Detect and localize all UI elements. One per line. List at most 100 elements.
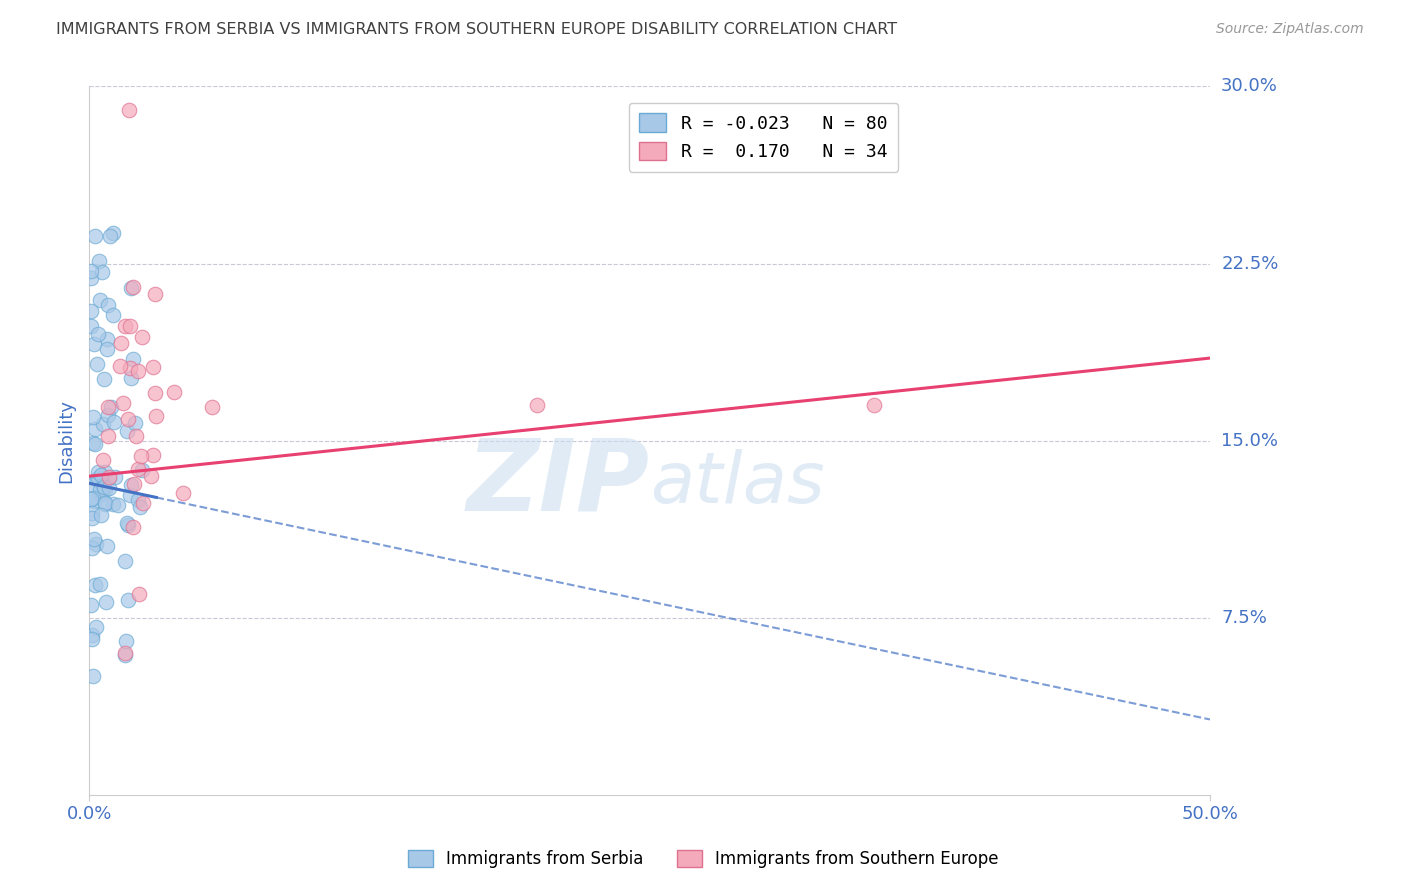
Text: 30.0%: 30.0% xyxy=(1222,78,1278,95)
Point xyxy=(127,493,149,508)
Text: 7.5%: 7.5% xyxy=(1222,609,1267,627)
Point xyxy=(89,483,111,498)
Point xyxy=(201,401,224,415)
Point xyxy=(90,467,112,482)
Point xyxy=(87,253,110,268)
Point xyxy=(80,271,103,285)
Point xyxy=(120,371,142,385)
Point xyxy=(97,400,120,414)
Legend: R = -0.023   N = 80, R =  0.170   N = 34: R = -0.023 N = 80, R = 0.170 N = 34 xyxy=(628,103,898,172)
Point xyxy=(90,508,112,522)
Point xyxy=(96,539,118,553)
Point xyxy=(89,293,111,308)
Point xyxy=(117,412,139,426)
Point xyxy=(84,228,107,243)
Point xyxy=(80,263,103,277)
Point xyxy=(86,473,108,487)
Point xyxy=(89,576,111,591)
Point xyxy=(80,632,103,646)
Point xyxy=(82,628,104,642)
Point xyxy=(120,488,142,502)
Point xyxy=(91,417,114,431)
Point xyxy=(145,409,167,424)
Point xyxy=(114,648,136,662)
Point xyxy=(86,358,108,372)
Text: atlas: atlas xyxy=(650,449,824,517)
Point xyxy=(110,359,132,373)
Point xyxy=(82,491,104,506)
Point xyxy=(80,478,103,492)
Point xyxy=(98,470,121,484)
Point xyxy=(80,541,103,556)
Point xyxy=(112,396,135,410)
Point xyxy=(83,493,105,508)
Point xyxy=(84,436,107,450)
Point xyxy=(82,669,104,683)
Point xyxy=(110,335,132,350)
Point xyxy=(129,449,152,463)
Point xyxy=(139,469,162,483)
Point xyxy=(127,364,149,378)
Point xyxy=(86,472,108,486)
Point xyxy=(86,537,108,551)
Point xyxy=(114,554,136,568)
Point xyxy=(97,429,120,443)
Point xyxy=(124,416,146,430)
Point xyxy=(114,318,136,333)
Point xyxy=(82,410,104,425)
Point xyxy=(117,593,139,607)
Point xyxy=(98,228,121,243)
Point xyxy=(98,481,121,495)
Point xyxy=(82,506,104,520)
Point xyxy=(142,359,165,374)
Point xyxy=(172,486,194,500)
Point xyxy=(93,496,115,510)
Point xyxy=(80,319,103,334)
Point xyxy=(128,587,150,601)
Point xyxy=(83,337,105,351)
Point xyxy=(90,486,112,500)
Point xyxy=(120,361,142,376)
Point xyxy=(87,470,110,484)
Point xyxy=(80,304,103,318)
Point xyxy=(90,265,112,279)
Point xyxy=(97,409,120,423)
Text: 22.5%: 22.5% xyxy=(1222,254,1278,273)
Point xyxy=(93,497,115,511)
Point xyxy=(97,298,120,312)
Point xyxy=(127,462,149,476)
Point xyxy=(87,326,110,341)
Point xyxy=(93,479,115,493)
Point xyxy=(131,329,153,343)
Point xyxy=(107,498,129,512)
Point xyxy=(145,286,167,301)
Point xyxy=(129,500,152,514)
Text: Source: ZipAtlas.com: Source: ZipAtlas.com xyxy=(1216,22,1364,37)
Point xyxy=(122,520,145,534)
Point xyxy=(115,424,138,438)
Point xyxy=(94,595,117,609)
Point xyxy=(84,578,107,592)
Point xyxy=(115,634,138,648)
Point xyxy=(114,646,136,660)
Point xyxy=(101,227,124,241)
Point xyxy=(96,332,118,346)
Point xyxy=(131,463,153,477)
Text: ZIP: ZIP xyxy=(467,434,650,532)
Y-axis label: Disability: Disability xyxy=(58,399,75,483)
Point xyxy=(82,436,104,450)
Point xyxy=(163,384,186,399)
Point xyxy=(93,371,115,385)
Point xyxy=(122,477,145,491)
Text: IMMIGRANTS FROM SERBIA VS IMMIGRANTS FROM SOUTHERN EUROPE DISABILITY CORRELATION: IMMIGRANTS FROM SERBIA VS IMMIGRANTS FRO… xyxy=(56,22,897,37)
Point xyxy=(98,471,121,485)
Point xyxy=(103,415,125,429)
Point xyxy=(118,318,141,333)
Point xyxy=(91,479,114,493)
Point xyxy=(86,620,108,634)
Point xyxy=(84,422,107,436)
Point xyxy=(93,465,115,479)
Point xyxy=(82,511,104,525)
Point xyxy=(118,103,141,117)
Point xyxy=(142,448,165,462)
